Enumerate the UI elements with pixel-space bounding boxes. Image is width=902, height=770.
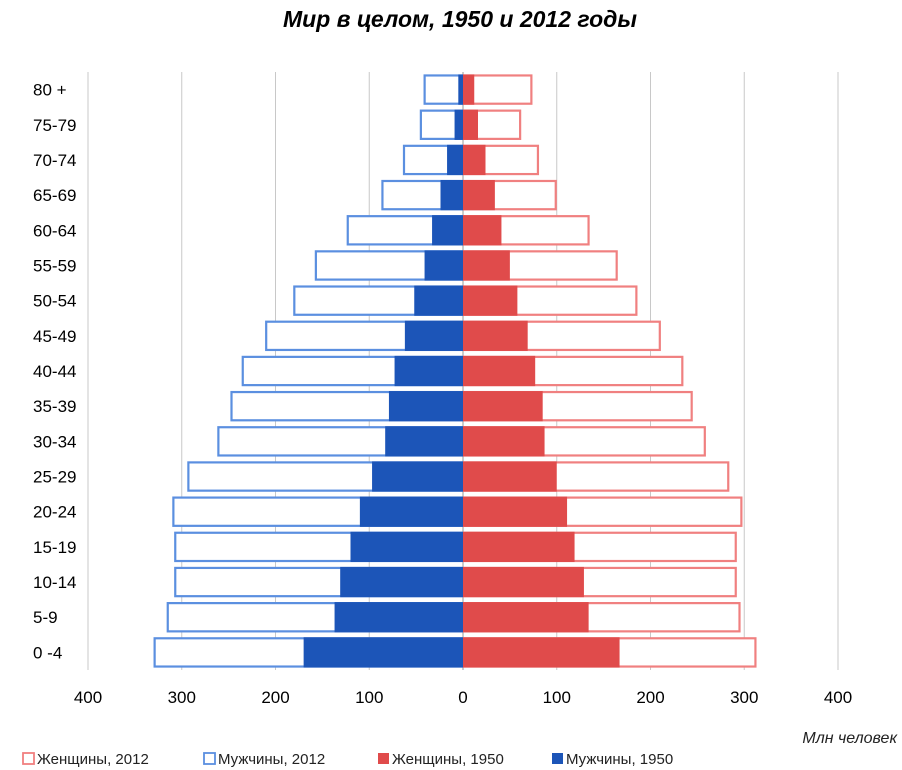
legend-swatch <box>552 753 563 764</box>
bar-left-1950 <box>424 250 463 281</box>
bar-left-1950 <box>372 461 463 492</box>
x-tick-label: 300 <box>168 688 196 707</box>
bar-left-1950 <box>350 531 463 563</box>
bar-left-1950 <box>394 355 463 387</box>
y-tick-label: 50-54 <box>33 292 76 311</box>
bar-left-1950 <box>334 602 463 633</box>
bar-right-1950 <box>463 144 486 176</box>
x-tick-label: 200 <box>261 688 289 707</box>
y-tick-label: 65-69 <box>33 186 76 205</box>
bar-right-1950 <box>463 566 584 598</box>
bar-left-1950 <box>440 179 463 211</box>
bar-left-1950 <box>359 496 463 527</box>
y-tick-label: 70-74 <box>33 151 76 170</box>
legend-label: Женщины, 1950 <box>392 751 504 768</box>
unit-label: Млн человек <box>802 730 898 747</box>
bar-right-1950 <box>463 250 510 281</box>
x-tick-label: 100 <box>543 688 571 707</box>
legend: Женщины, 2012 Мужчины, 2012 Женщины, 1950 М… <box>22 751 673 768</box>
y-tick-label: 5-9 <box>33 608 58 627</box>
y-tick-label: 35-39 <box>33 397 76 416</box>
bar-left-1950 <box>404 320 463 351</box>
legend-item: Женщины, 2012 <box>22 751 149 768</box>
y-tick-label: 75-79 <box>33 116 76 135</box>
y-axis-labels: 0 -4 5-9 10-14 15-19 20-24 25-29 30-34 35-39 40-… <box>33 81 76 663</box>
legend-item: Мужчины, 2012 <box>203 751 325 768</box>
bar-left-1950 <box>454 109 463 140</box>
bar-right-1950 <box>463 531 575 563</box>
x-tick-label: 400 <box>824 688 852 707</box>
chart-title: Мир в целом, 1950 и 2012 годы <box>283 6 637 32</box>
y-tick-label: 30-34 <box>33 432 76 451</box>
x-axis-labels: 400 300 200 100 0 100 200 300 400 <box>74 688 852 707</box>
bar-right-1950 <box>463 109 478 140</box>
bar-right-1950 <box>463 426 545 457</box>
bar-right-2012 <box>462 74 533 105</box>
bar-right-1950 <box>463 496 568 527</box>
bar-right-1950 <box>463 320 528 351</box>
x-tick-label: 200 <box>636 688 664 707</box>
legend-swatch <box>203 752 216 765</box>
bar-right-1950 <box>463 355 536 387</box>
y-tick-label: 55-59 <box>33 256 76 275</box>
legend-label: Женщины, 2012 <box>37 751 149 768</box>
bar-left-1950 <box>447 144 463 176</box>
bar-left-1950 <box>388 391 463 422</box>
bar-left-2012 <box>423 74 464 105</box>
y-tick-label: 25-29 <box>33 468 76 487</box>
legend-label: Мужчины, 1950 <box>566 751 673 768</box>
legend-swatch <box>22 752 35 765</box>
legend-label: Мужчины, 2012 <box>218 751 325 768</box>
y-tick-label: 0 -4 <box>33 643 62 662</box>
x-tick-label: 0 <box>458 688 467 707</box>
y-tick-label: 45-49 <box>33 327 76 346</box>
bar-left-1950 <box>432 215 463 246</box>
y-tick-label: 15-19 <box>33 538 76 557</box>
bar-left-1950 <box>458 74 463 105</box>
bars <box>153 74 757 668</box>
y-tick-label: 20-24 <box>33 503 76 522</box>
bar-left-1950 <box>414 285 463 316</box>
bar-left-1950 <box>303 637 463 668</box>
bar-right-1950 <box>463 285 518 316</box>
bar-right-1950 <box>463 637 620 668</box>
bar-right-1950 <box>463 391 543 422</box>
bar-right-1950 <box>463 602 589 633</box>
y-tick-label: 40-44 <box>33 362 76 381</box>
bar-right-1950 <box>463 461 557 492</box>
x-tick-label: 100 <box>355 688 383 707</box>
y-tick-label: 60-64 <box>33 221 76 240</box>
bar-left-1950 <box>340 566 463 598</box>
legend-item: Женщины, 1950 <box>378 751 504 768</box>
x-tick-label: 300 <box>730 688 758 707</box>
x-tick-label: 400 <box>74 688 102 707</box>
y-tick-label: 10-14 <box>33 573 76 592</box>
bar-right-1950 <box>463 74 475 105</box>
bar-left-1950 <box>385 426 463 457</box>
legend-item: Мужчины, 1950 <box>552 751 673 768</box>
bar-right-1950 <box>463 179 495 211</box>
legend-swatch <box>378 753 389 764</box>
bar-right-1950 <box>463 215 502 246</box>
y-tick-label: 80 + <box>33 81 67 100</box>
